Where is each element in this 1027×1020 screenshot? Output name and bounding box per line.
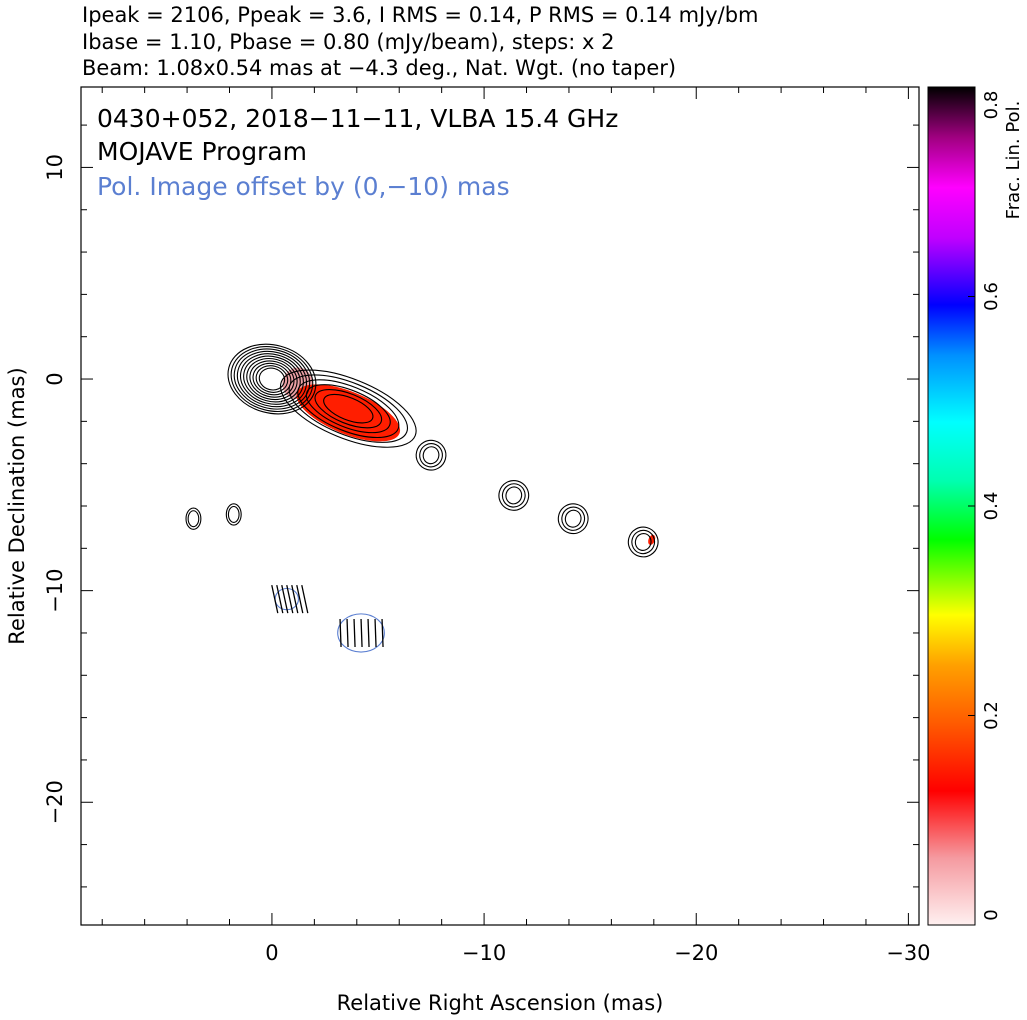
intensity-contour: [627, 526, 659, 558]
pol-offset-annotation: Pol. Image offset by (0,−10) mas: [97, 172, 510, 201]
evpa-vector: [346, 618, 349, 647]
evpa-vector: [339, 618, 342, 647]
intensity-contour: [249, 360, 295, 398]
colorbar-tick-label: 0.4: [981, 492, 1002, 521]
intensity-contour: [634, 532, 652, 551]
intensity-contour: [314, 388, 383, 429]
intensity-contour: [557, 503, 589, 535]
header-line-beam: Beam: 1.08x0.54 mas at −4.3 deg., Nat. W…: [82, 56, 677, 80]
intensity-contour: [505, 486, 523, 505]
intensity-contour: [225, 503, 242, 526]
y-tick-label: 0: [43, 372, 67, 385]
intensity-contour: [279, 369, 417, 448]
y-tick-label: −20: [43, 780, 67, 824]
intensity-contour: [288, 374, 409, 443]
colorbar-tick-label: 0.2: [981, 701, 1002, 730]
evpa-vector: [374, 618, 377, 647]
header-line-base-levels: Ibase = 1.10, Pbase = 0.80 (mJy/beam), s…: [82, 30, 615, 54]
evpa-vector: [281, 584, 289, 614]
evpa-vector: [291, 584, 299, 614]
contour-data-layer: [185, 343, 659, 653]
intensity-contour: [227, 505, 240, 523]
intensity-contour: [564, 509, 582, 528]
axis-ticks: 0 −10 −20 −30 10 0 −10 −20: [43, 87, 931, 965]
intensity-contour: [323, 393, 374, 424]
x-tick-label: −10: [462, 941, 506, 965]
evpa-vector: [353, 618, 356, 647]
intensity-contour: [415, 439, 447, 471]
intensity-contour: [501, 483, 526, 508]
x-tick-label: 0: [265, 941, 278, 965]
intensity-contour: [422, 446, 440, 465]
colorbar-tick-label: 0.6: [981, 282, 1002, 311]
evpa-vector: [296, 584, 304, 614]
intensity-contour: [246, 358, 298, 401]
intensity-contour: [255, 365, 289, 393]
intensity-contour: [239, 353, 304, 405]
intensity-contour: [561, 506, 586, 531]
chart-subtitle: MOJAVE Program: [97, 137, 307, 166]
evpa-vector: [381, 618, 384, 647]
colorbar-tick-label: 0.8: [981, 91, 1002, 120]
chart-title: 0430+052, 2018−11−11, VLBA 15.4 GHz: [97, 104, 618, 133]
x-tick-label: −20: [674, 941, 718, 965]
intensity-contour: [297, 379, 400, 439]
evpa-vector: [271, 584, 279, 614]
colorbar-label: Frac. Lin. Pol.: [1003, 101, 1024, 220]
evpa-vector: [360, 618, 363, 647]
y-tick-label: 10: [43, 154, 67, 181]
colorbar-tick-label: 0: [981, 909, 1002, 920]
evpa-vector: [286, 584, 294, 614]
intensity-contour: [236, 350, 308, 408]
evpa-vector: [276, 584, 284, 614]
intensity-contour: [258, 367, 286, 391]
header-line-peak-rms: Ipeak = 2106, Ppeak = 3.6, I RMS = 0.14,…: [82, 3, 759, 27]
colorbar-ticks: 0 0.2 0.4 0.6 0.8: [968, 86, 1002, 926]
x-axis-label: Relative Right Ascension (mas): [337, 991, 664, 1015]
y-axis-label: Relative Declination (mas): [5, 367, 29, 644]
y-tick-label: −10: [43, 568, 67, 612]
intensity-contour: [631, 529, 656, 555]
plot-frame: [80, 86, 920, 926]
intensity-contour: [419, 443, 443, 468]
intensity-contour: [227, 343, 317, 415]
intensity-contour: [498, 480, 530, 511]
evpa-vector: [367, 618, 370, 647]
evpa-vector: [301, 584, 309, 614]
x-tick-label: −30: [886, 941, 930, 965]
polarization-contour: [337, 613, 385, 653]
intensity-contour: [305, 384, 391, 434]
intensity-contour: [185, 507, 202, 530]
intensity-contour: [230, 346, 314, 412]
intensity-contour: [187, 510, 200, 528]
colorbar-gradient: [928, 87, 975, 925]
